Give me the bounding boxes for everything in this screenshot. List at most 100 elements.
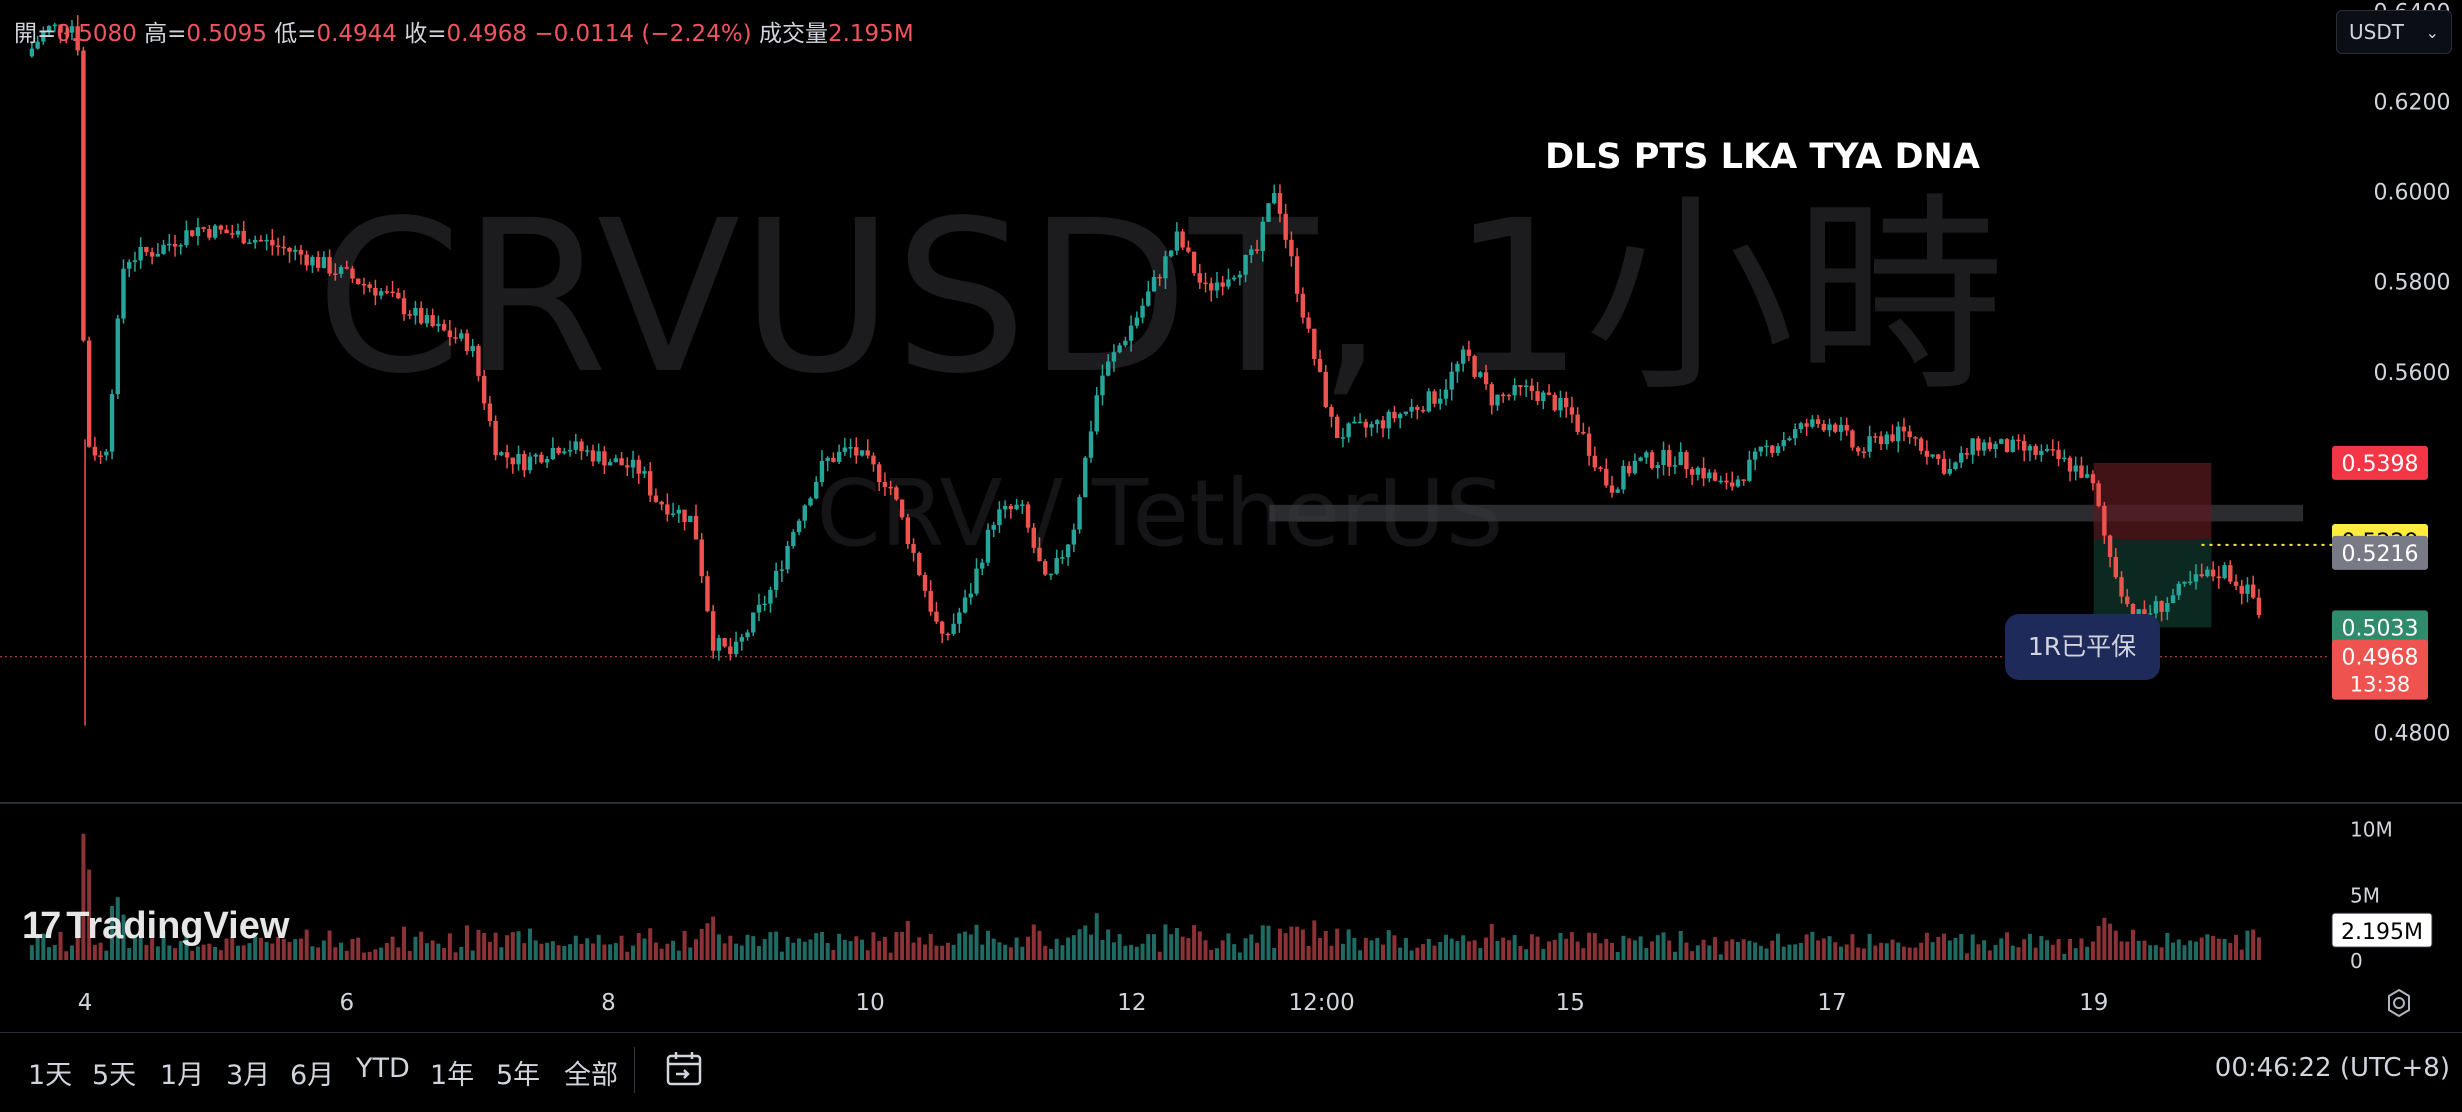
candle-body <box>2073 465 2078 472</box>
range-5y[interactable]: 5年 <box>496 1060 541 1091</box>
range-ytd[interactable]: YTD <box>356 1053 410 1084</box>
volume-bar <box>1512 935 1517 960</box>
candle-body <box>1380 420 1386 429</box>
candle-body <box>1369 424 1374 428</box>
candle-body <box>1506 394 1512 397</box>
volume-bar <box>1214 948 1219 960</box>
volume-bar <box>218 950 223 960</box>
volume-bar <box>802 941 807 960</box>
volume-bar <box>1186 938 1191 960</box>
volume-bar <box>344 950 349 960</box>
candle-body <box>2010 439 2015 452</box>
range-5d[interactable]: 5天 <box>92 1060 137 1091</box>
volume-bar <box>1220 940 1225 960</box>
volume-bar <box>333 947 338 960</box>
volume-bar <box>1432 945 1437 960</box>
volume-bar <box>745 934 750 960</box>
candle-body <box>1409 406 1414 412</box>
volume-bar <box>459 946 464 960</box>
volume-bar <box>1443 934 1448 960</box>
calendar-goto-icon[interactable] <box>662 1047 706 1091</box>
range-1d[interactable]: 1天 <box>28 1060 73 1091</box>
candle-body <box>504 452 510 458</box>
volume-bar <box>1037 930 1042 960</box>
candle-body <box>1386 411 1391 429</box>
volume-bar <box>195 946 200 960</box>
volume-bar <box>2256 937 2261 960</box>
price-label-last-bg <box>2332 639 2428 700</box>
candle-body <box>1214 282 1220 291</box>
volume-bar <box>539 943 544 960</box>
candle-body <box>1523 385 1529 388</box>
volume-bar <box>527 928 532 960</box>
volume-bar <box>934 945 939 960</box>
candle-body <box>293 249 298 252</box>
range-3m[interactable]: 3月 <box>226 1060 271 1091</box>
volume-bar <box>1501 937 1506 960</box>
volume-bar <box>1907 947 1912 960</box>
volume-bar <box>900 931 905 960</box>
volume-bar <box>1741 939 1746 960</box>
candle-body <box>602 451 607 466</box>
candle-body <box>390 291 395 294</box>
volume-bar <box>1020 946 1025 960</box>
volume-bar <box>430 940 435 960</box>
candle-body <box>212 225 218 238</box>
candles <box>29 15 2262 661</box>
candle-body <box>819 460 825 482</box>
volume-bar <box>1564 938 1569 960</box>
volume-bar <box>1466 941 1471 960</box>
range-6m[interactable]: 6月 <box>290 1060 335 1091</box>
currency-select[interactable]: USDT ⌄ <box>2336 10 2452 54</box>
volume-bar <box>1890 939 1895 960</box>
candle-body <box>1415 406 1420 410</box>
range-all[interactable]: 全部 <box>564 1060 618 1091</box>
candle-body <box>653 495 659 502</box>
candle-body <box>1672 465 1678 467</box>
candle-body <box>682 509 687 523</box>
volume-bar <box>98 942 103 960</box>
volume-bar <box>1272 947 1277 960</box>
candle-body <box>1512 385 1517 396</box>
volume-bar <box>1226 933 1231 960</box>
volume-bar <box>1661 932 1666 960</box>
volume-bar <box>756 945 761 960</box>
volume-bar <box>1718 954 1723 960</box>
candle-body <box>1157 276 1162 279</box>
candle-body <box>2256 597 2262 616</box>
volume-bar <box>270 943 275 960</box>
clock-readout[interactable]: 00:46:22 (UTC+8) <box>2214 1053 2450 1083</box>
volume-bar <box>1203 940 1208 960</box>
candle-body <box>356 278 361 284</box>
volume-bar <box>1495 940 1500 960</box>
volume-bar <box>1318 937 1323 960</box>
settings-gear-icon[interactable] <box>2382 986 2416 1020</box>
candle-body <box>1191 251 1197 274</box>
volume-bar <box>121 914 126 960</box>
volume-bar <box>1151 934 1156 960</box>
volume-bar <box>734 943 739 960</box>
range-1m[interactable]: 1月 <box>160 1060 205 1091</box>
volume-bar <box>688 947 693 960</box>
volume-bar <box>2222 938 2227 960</box>
candle-body <box>2004 439 2010 452</box>
candle-body <box>189 230 195 236</box>
candle-body <box>172 243 178 247</box>
range-1y[interactable]: 1年 <box>430 1060 475 1091</box>
volume-bar <box>1650 941 1655 960</box>
candle-body <box>1964 452 1970 455</box>
volume-bar <box>2142 940 2147 960</box>
candle-body <box>1111 352 1117 362</box>
candle-body <box>688 515 693 523</box>
volume-bar <box>1901 946 1906 960</box>
candle-body <box>1678 451 1683 466</box>
volume-bar <box>1804 934 1809 960</box>
candle-body <box>430 315 435 327</box>
volume-value: 2.195M <box>827 21 914 47</box>
volume-last-label: 2.195M <box>2341 920 2423 945</box>
candle-body <box>2016 439 2021 442</box>
volume-bar <box>207 943 212 960</box>
candle-body <box>814 481 819 499</box>
